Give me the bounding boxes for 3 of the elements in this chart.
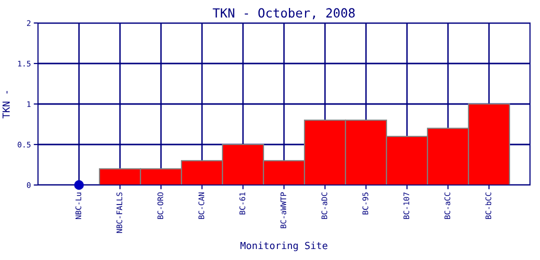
x-axis-title: Monitoring Site [240,242,328,252]
chart-title: TKN - October, 2008 [212,8,355,20]
y-axis-title: TKN - [2,91,10,118]
